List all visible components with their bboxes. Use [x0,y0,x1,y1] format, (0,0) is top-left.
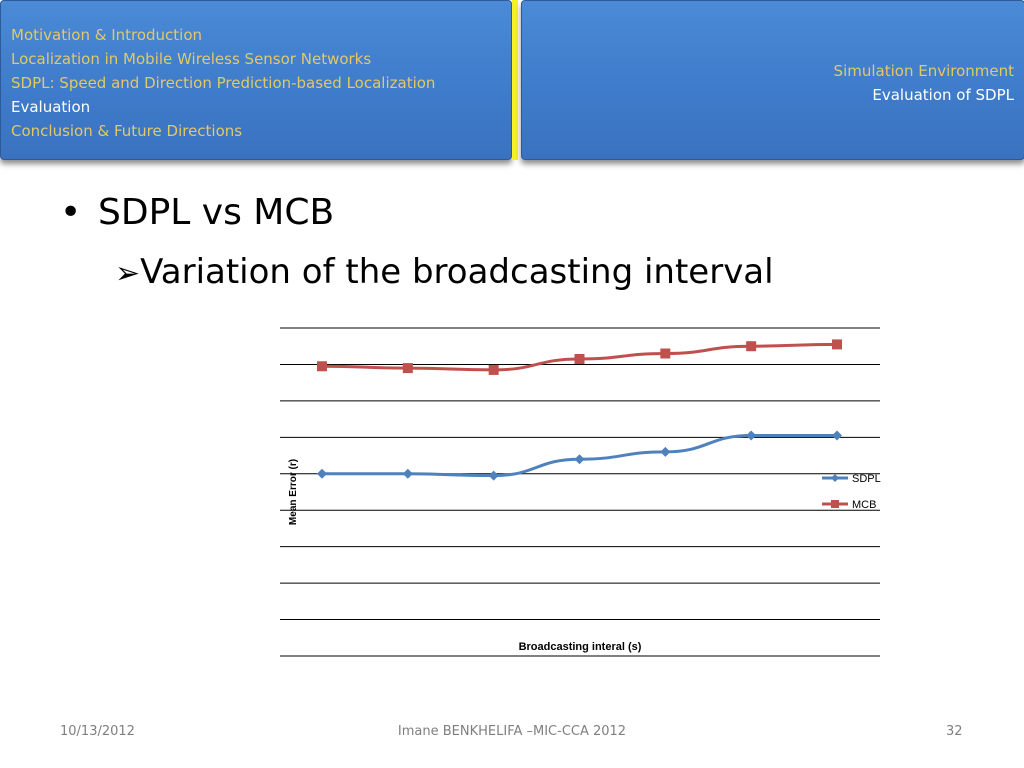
legend-label-sdpl: SDPL [852,473,881,485]
nav-item-sdpl[interactable]: SDPL: Speed and Direction Prediction-bas… [11,74,436,92]
data-point-sdpl [574,454,585,465]
footer-date: 10/13/2012 [60,724,135,739]
nav-item-motivation[interactable]: Motivation & Introduction [11,26,203,44]
data-point-mcb [574,353,585,364]
data-point-mcb [317,361,327,372]
section-nav-list: Motivation & Introduction Localization i… [11,23,435,143]
nav-item-evaluation-of-sdpl[interactable]: Evaluation of SDPL [872,86,1014,104]
data-point-mcb [488,364,499,375]
data-point-mcb [660,348,671,359]
nav-item-evaluation[interactable]: Evaluation [11,98,91,116]
footer-author: Imane BENKHELIFA –MIC-CCA 2012 [397,724,627,739]
bullet-dot-icon: • [60,192,82,233]
data-point-mcb [746,341,757,352]
data-point-mcb [402,363,413,374]
data-point-sdpl [660,446,671,457]
arrow-bullet-icon: ➢ [115,256,141,291]
header-divider [512,0,518,160]
sub-bullet-text: Variation of the broadcasting interval [140,252,774,292]
x-axis-label: Broadcasting interal (s) [519,641,642,653]
data-point-sdpl [317,468,327,479]
data-point-sdpl [746,430,757,441]
data-point-sdpl [488,470,499,481]
sub-bullet-item: ➢Variation of the broadcasting interval [115,252,774,292]
nav-item-conclusion[interactable]: Conclusion & Future Directions [11,122,243,140]
data-point-sdpl [832,430,842,441]
bullet-item: • SDPL vs MCB [60,192,334,233]
subsection-nav-panel: Simulation Environment Evaluation of SDP… [521,0,1024,160]
data-point-mcb [832,339,842,350]
bullet-text: SDPL vs MCB [98,192,335,233]
legend-marker-sdpl [831,474,839,482]
legend-marker-mcb [831,500,839,508]
data-point-sdpl [402,468,413,479]
nav-item-localization[interactable]: Localization in Mobile Wireless Sensor N… [11,50,372,68]
legend-label-mcb: MCB [852,499,876,511]
footer-page-number: 32 [946,724,963,739]
line-chart: Mean Error (r) Broadcasting interal (s) SD… [280,327,881,657]
y-axis-label: Mean Error (r) [288,459,299,525]
nav-item-simulation-environment[interactable]: Simulation Environment [833,62,1014,80]
subsection-nav-list: Simulation Environment Evaluation of SDP… [834,59,1014,107]
section-nav-panel: Motivation & Introduction Localization i… [0,0,512,160]
